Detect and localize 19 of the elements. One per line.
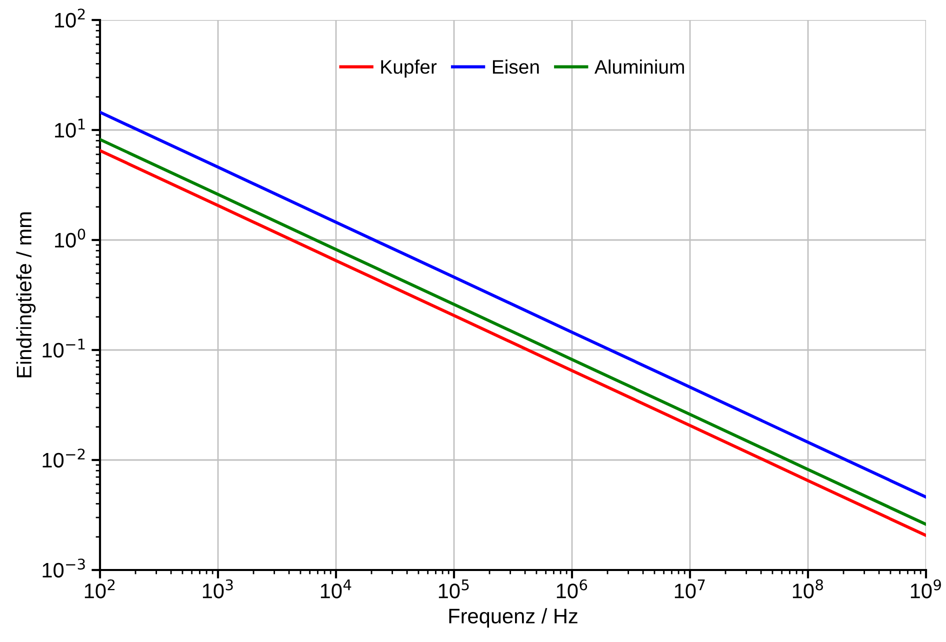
x-tick-label: 10$^{8}$ — [792, 579, 823, 598]
y-tick-label: 10$^{1}$ — [55, 118, 85, 138]
y-tick-label: 10$^{2}$ — [55, 8, 85, 28]
legend-label: Aluminium — [594, 60, 684, 74]
y-axis-title: Eindringtiefe / mm — [16, 212, 36, 378]
x-axis-title: Frequenz / Hz — [449, 608, 578, 628]
x-tick-label: 10$^{5}$ — [438, 580, 469, 598]
legend-label: Eisen — [492, 60, 539, 74]
legend-label: Kupfer — [381, 60, 437, 78]
x-tick-label: 10$^{3}$ — [202, 579, 233, 598]
x-tick-label: 10$^{4}$ — [320, 580, 352, 598]
y-tick-label: 10$^{−2}$ — [42, 448, 85, 468]
x-tick-label: 10$^{6}$ — [556, 579, 588, 598]
x-tick-label: 10$^{2}$ — [84, 579, 115, 598]
y-tick-label: 10$^{−3}$ — [42, 558, 85, 578]
y-tick-label: 10$^{0}$ — [55, 228, 86, 248]
y-tick-label: 10$^{−1}$ — [42, 338, 85, 358]
x-tick-label: 10$^{9}$ — [910, 579, 941, 598]
x-tick-label: 10$^{7}$ — [674, 580, 705, 598]
